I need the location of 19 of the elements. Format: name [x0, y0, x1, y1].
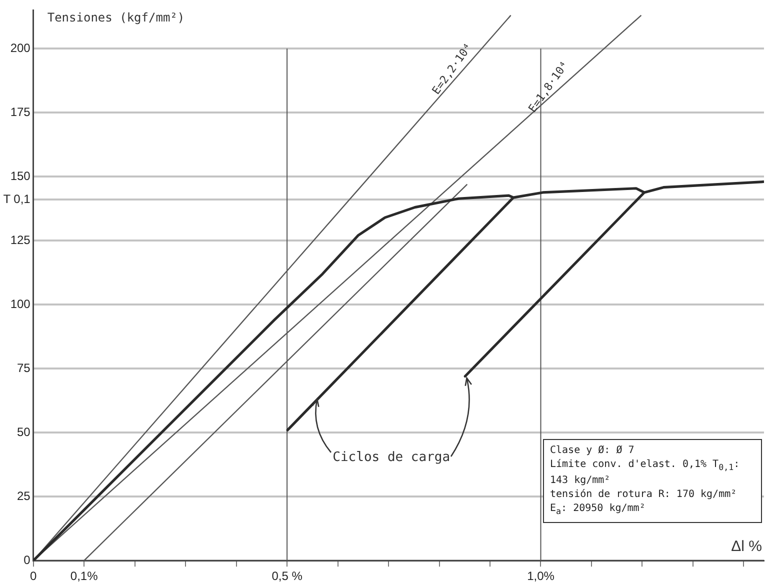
y-tick-label: 100: [10, 296, 31, 311]
y-tick-label: 125: [10, 232, 31, 247]
y-tick-label: 200: [10, 40, 31, 55]
y-tick-label: 0: [24, 552, 31, 567]
annotation: Clase y Ø: Ø 7: [550, 444, 636, 458]
y-tick-label: T 0,1: [3, 192, 31, 206]
y-tick-label: 50: [16, 424, 31, 439]
y-axis-title: Tensiones (kgf/mm²): [47, 10, 185, 24]
annotation: tensión de rotura R: 170 kg/mm²: [550, 488, 738, 502]
y-tick-label: 150: [10, 168, 31, 183]
annotation: E$_{a}$: 20950 kg/mm²: [550, 502, 646, 518]
y-tick-label: 25: [16, 488, 31, 503]
x-tick-label: 1,0%: [527, 569, 555, 584]
annotation: Ciclos de carga: [332, 450, 452, 465]
x-tick-label: 0,1%: [70, 569, 98, 584]
y-tick-label: 75: [16, 360, 31, 375]
x-tick-label: 0,5 %: [272, 569, 303, 584]
y-tick-label: 175: [10, 104, 31, 119]
x-axis-title: Δl %: [731, 538, 762, 556]
